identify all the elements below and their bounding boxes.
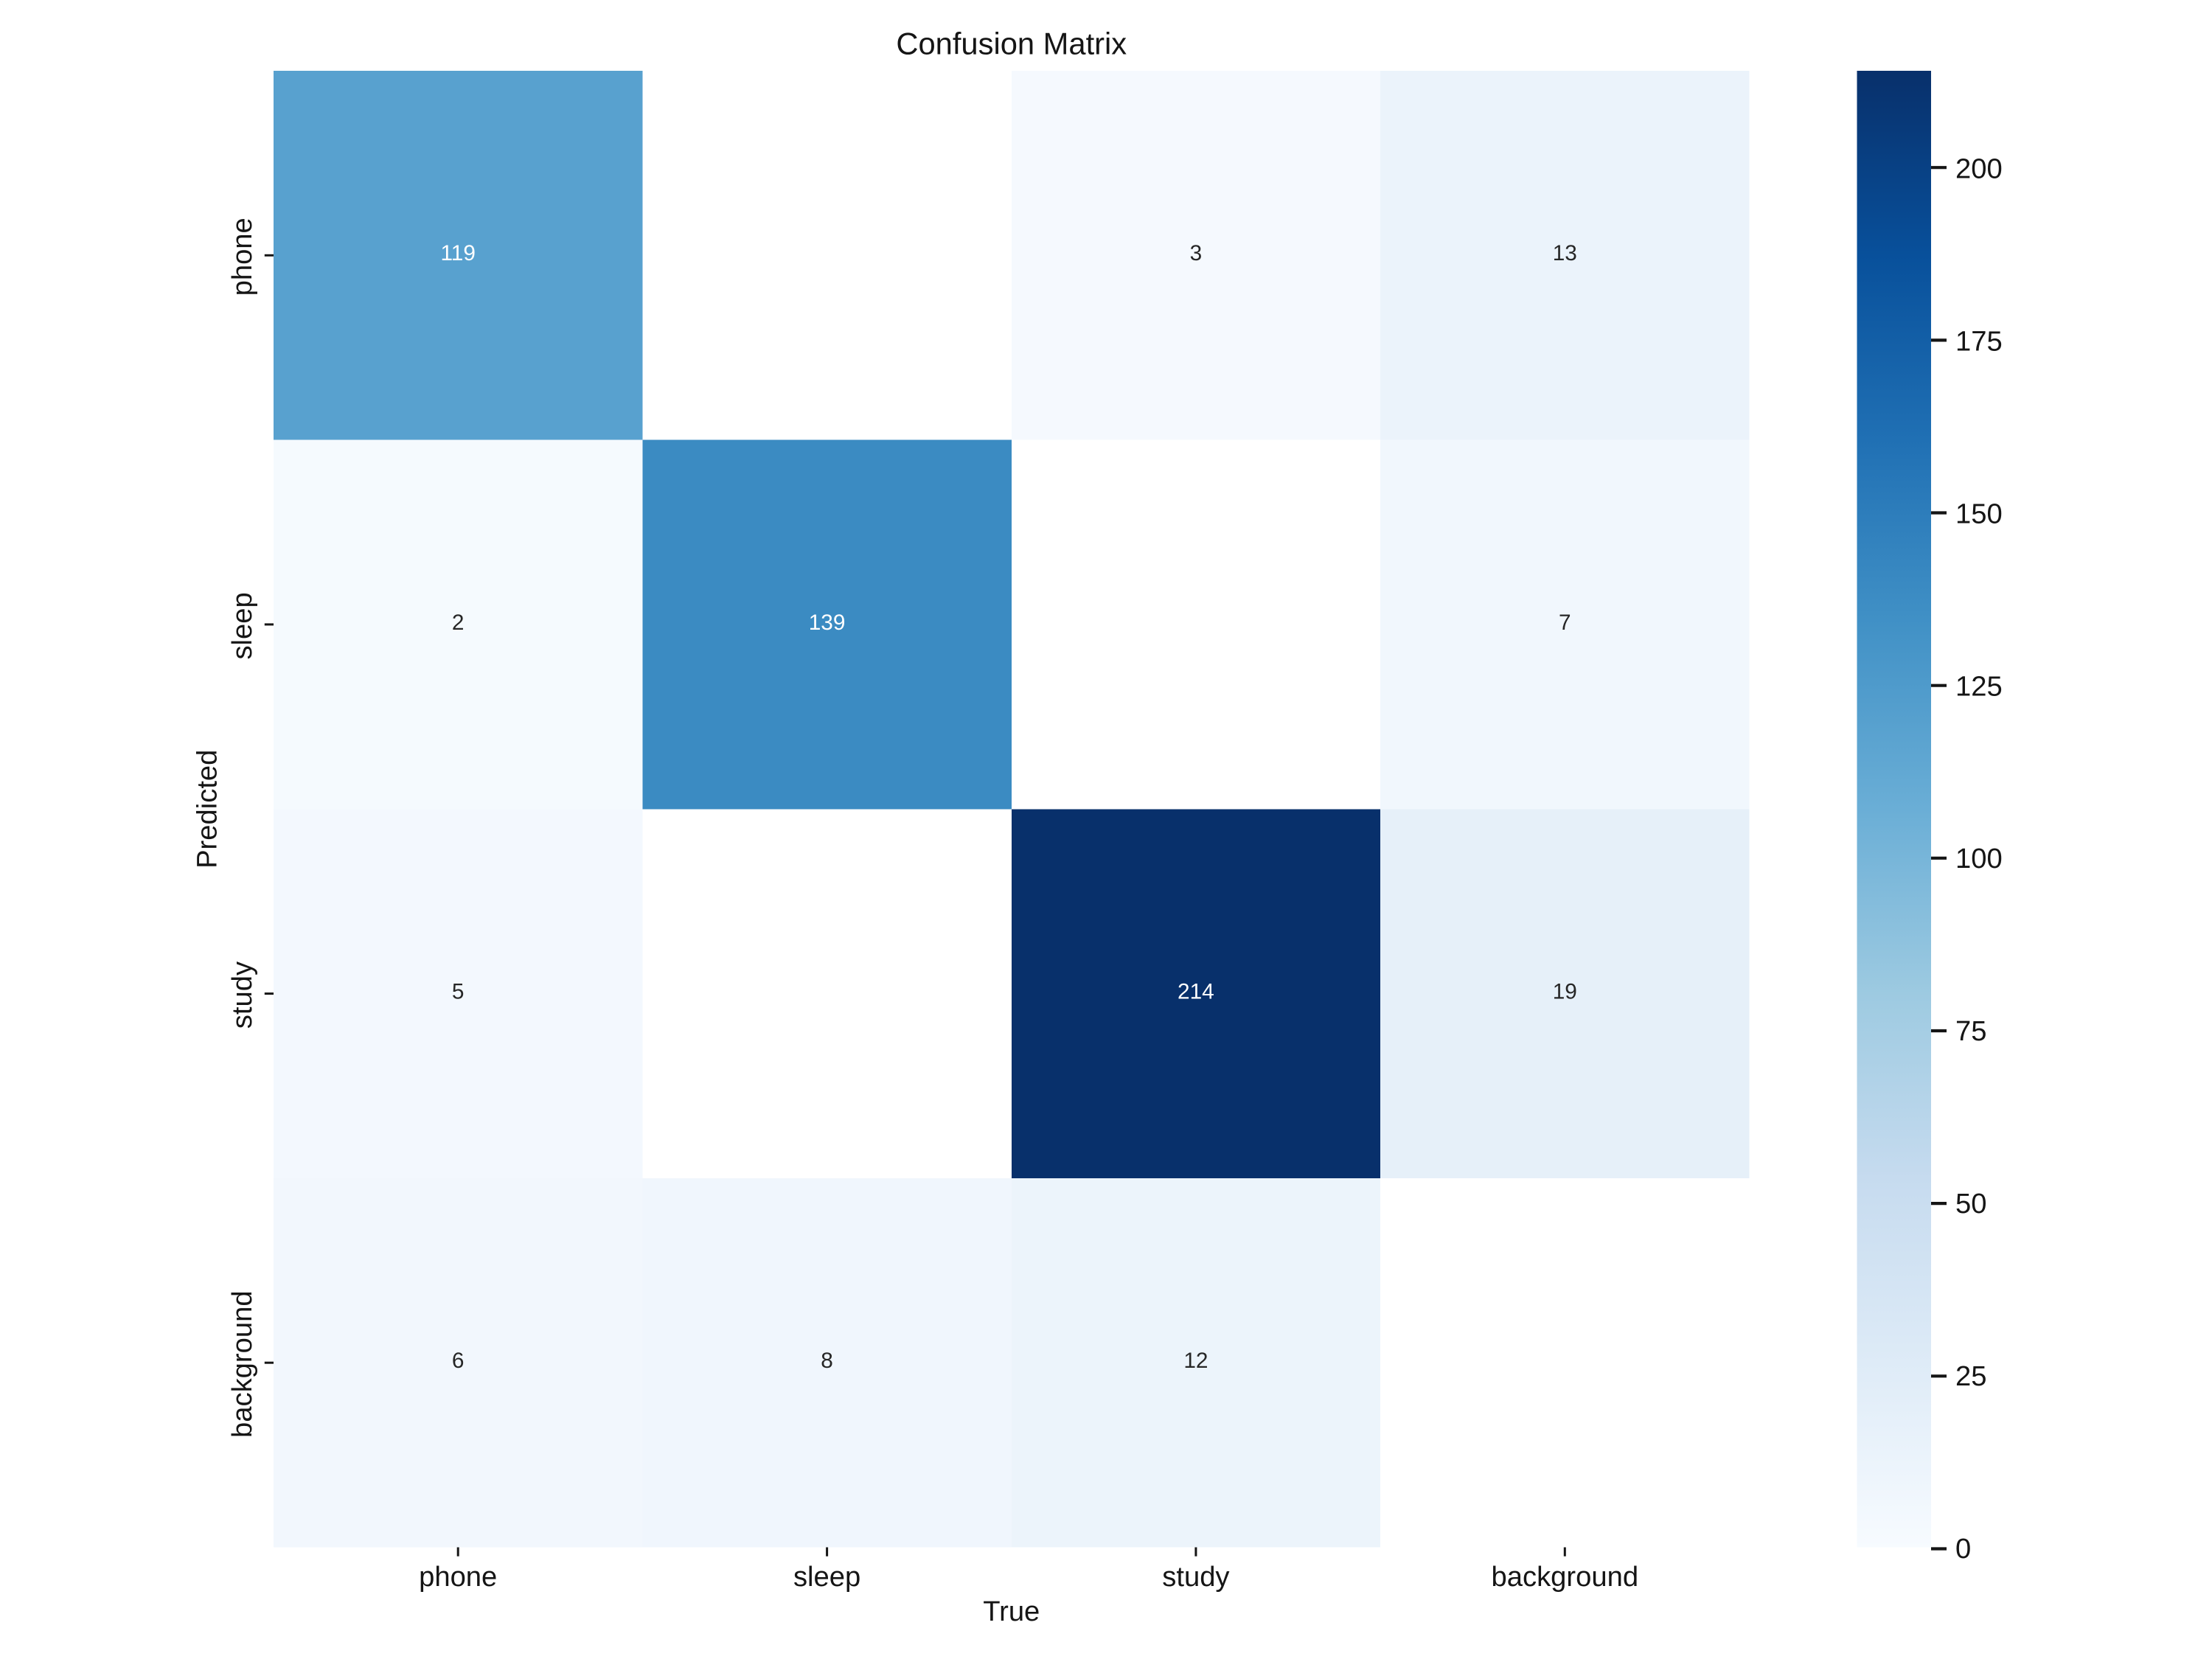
svg-text:125: 125 — [1955, 670, 2003, 702]
svg-text:phone: phone — [226, 218, 258, 296]
svg-text:2: 2 — [452, 611, 465, 635]
svg-text:3: 3 — [1190, 241, 1203, 265]
svg-text:6: 6 — [452, 1349, 465, 1373]
svg-text:Confusion Matrix: Confusion Matrix — [896, 26, 1127, 60]
svg-text:sleep: sleep — [793, 1561, 860, 1593]
svg-text:139: 139 — [809, 611, 846, 635]
svg-text:25: 25 — [1955, 1360, 1986, 1392]
svg-text:0: 0 — [1955, 1533, 1971, 1565]
svg-text:214: 214 — [1178, 980, 1214, 1004]
svg-text:13: 13 — [1553, 241, 1577, 265]
svg-text:phone: phone — [419, 1561, 497, 1593]
svg-text:study: study — [226, 961, 258, 1029]
svg-text:background: background — [226, 1290, 258, 1438]
svg-text:background: background — [1492, 1561, 1639, 1593]
svg-text:175: 175 — [1955, 325, 2003, 357]
svg-text:150: 150 — [1955, 498, 2003, 529]
svg-text:19: 19 — [1553, 980, 1577, 1004]
svg-text:100: 100 — [1955, 843, 2003, 874]
svg-text:75: 75 — [1955, 1015, 1986, 1047]
svg-text:7: 7 — [1559, 611, 1571, 635]
svg-text:True: True — [983, 1596, 1040, 1627]
svg-text:Predicted: Predicted — [191, 750, 223, 869]
svg-text:200: 200 — [1955, 153, 2003, 184]
svg-text:12: 12 — [1183, 1349, 1208, 1373]
svg-text:8: 8 — [821, 1349, 833, 1373]
svg-text:sleep: sleep — [226, 592, 258, 659]
svg-text:50: 50 — [1955, 1188, 1986, 1220]
svg-text:study: study — [1162, 1561, 1230, 1593]
svg-text:119: 119 — [440, 241, 476, 265]
svg-text:5: 5 — [452, 980, 465, 1004]
